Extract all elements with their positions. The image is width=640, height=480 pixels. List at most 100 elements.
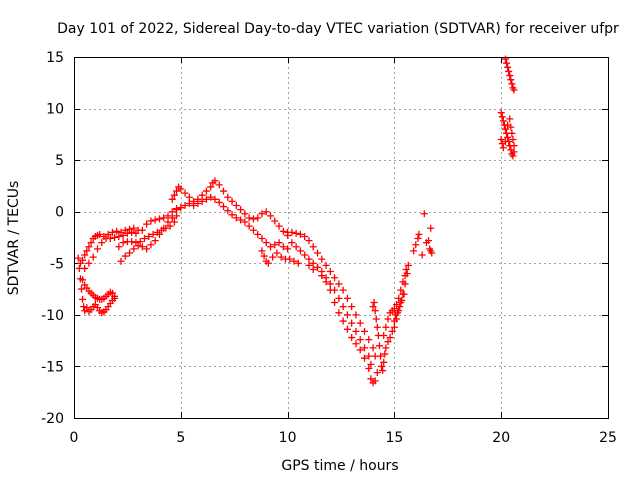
data-point <box>367 360 375 368</box>
data-point <box>292 243 300 251</box>
data-point <box>185 193 193 201</box>
data-point <box>237 216 245 224</box>
data-point <box>506 115 514 123</box>
data-point <box>339 317 347 325</box>
data-point <box>258 210 266 218</box>
data-point <box>130 245 138 253</box>
data-point <box>79 256 87 264</box>
data-point <box>507 76 515 84</box>
y-tick-label: -10 <box>41 308 64 324</box>
x-tick-label: 20 <box>492 430 510 446</box>
data-point <box>352 327 360 335</box>
data-point <box>507 123 515 131</box>
data-point <box>381 350 389 358</box>
data-point <box>190 202 198 210</box>
data-point <box>262 208 270 216</box>
data-point <box>379 367 387 375</box>
data-point <box>294 259 302 267</box>
data-point <box>173 212 181 220</box>
data-point <box>119 239 127 247</box>
data-point <box>401 272 409 280</box>
data-point <box>390 317 398 325</box>
data-point <box>117 257 125 265</box>
plot-frame <box>74 57 609 419</box>
data-point <box>130 224 138 232</box>
data-point <box>81 264 89 272</box>
data-point <box>318 255 326 263</box>
data-point <box>284 245 292 253</box>
data-point <box>119 231 127 239</box>
x-tick-label: 25 <box>599 430 617 446</box>
data-point <box>420 210 428 218</box>
data-point <box>501 138 509 146</box>
data-point <box>147 217 155 225</box>
data-point <box>352 340 360 348</box>
data-point <box>277 253 285 261</box>
data-point <box>372 315 380 323</box>
data-point <box>224 207 232 215</box>
data-point <box>121 252 129 260</box>
data-point <box>202 187 210 195</box>
data-point <box>322 261 330 269</box>
data-point <box>504 133 512 141</box>
data-point <box>111 292 119 300</box>
data-point <box>96 230 104 238</box>
data-point <box>113 227 121 235</box>
data-point <box>343 311 351 319</box>
data-point <box>301 232 309 240</box>
data-point <box>505 67 513 75</box>
data-point <box>365 336 373 344</box>
data-point <box>498 113 506 121</box>
data-point <box>271 217 279 225</box>
data-point <box>132 229 140 237</box>
data-point <box>123 229 131 237</box>
data-point <box>331 274 339 282</box>
data-point <box>79 276 87 284</box>
data-point <box>331 298 339 306</box>
data-point <box>414 235 422 243</box>
data-point <box>326 280 334 288</box>
data-point <box>335 294 343 302</box>
data-point <box>378 362 386 370</box>
data-point <box>168 208 176 216</box>
data-point <box>275 222 283 230</box>
data-point <box>111 234 119 241</box>
data-point <box>375 342 383 350</box>
data-point <box>224 193 232 201</box>
x-axis-label: GPS time / hours <box>281 458 398 474</box>
data-point <box>151 237 159 245</box>
data-point <box>249 226 257 234</box>
data-point <box>404 261 412 269</box>
data-point <box>160 224 168 232</box>
data-point <box>322 278 330 286</box>
data-point <box>501 55 509 63</box>
data-point <box>267 212 275 220</box>
data-point <box>220 203 228 211</box>
data-point <box>215 198 223 206</box>
data-point <box>343 294 351 302</box>
data-point <box>241 210 249 218</box>
y-tick-label: 15 <box>46 50 64 66</box>
data-point <box>151 216 159 224</box>
data-point <box>241 218 249 226</box>
x-tick-labels: 0 5 10 15 20 25 <box>70 430 617 446</box>
data-point <box>508 80 516 88</box>
data-point <box>108 228 116 236</box>
data-point <box>160 214 168 222</box>
data-point <box>177 185 185 193</box>
data-point <box>166 222 174 230</box>
data-point <box>286 255 294 263</box>
data-point <box>415 230 423 238</box>
data-point <box>164 212 172 220</box>
x-tick-label: 15 <box>385 430 403 446</box>
data-point <box>85 243 93 251</box>
data-point <box>360 327 368 335</box>
data-point <box>508 129 516 137</box>
data-point <box>288 228 296 236</box>
data-point <box>173 206 181 214</box>
data-point <box>143 245 151 253</box>
data-point <box>339 303 347 311</box>
axis-ticks <box>74 57 609 419</box>
data-point <box>136 238 144 246</box>
